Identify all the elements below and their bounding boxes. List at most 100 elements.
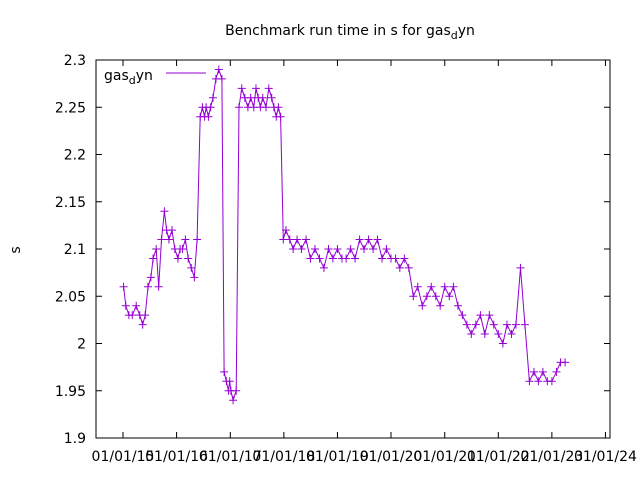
data-point <box>214 65 223 74</box>
plot-frame <box>95 59 611 439</box>
data-point <box>178 245 187 253</box>
x-tick-label: 01/01/15 <box>92 449 155 465</box>
chart-title: Benchmark run time in s for gasdyn <box>225 23 475 42</box>
data-point <box>220 367 229 376</box>
data-point <box>534 377 543 386</box>
data-point <box>525 377 534 386</box>
data-point <box>138 320 147 329</box>
x-tick-label: 01/01/16 <box>145 449 208 465</box>
data-point <box>315 254 324 263</box>
data-point <box>261 103 270 112</box>
data-point <box>128 311 137 320</box>
data-point <box>346 245 355 253</box>
data-point <box>485 311 494 320</box>
data-point <box>333 245 342 253</box>
data-point <box>561 358 570 367</box>
data-point <box>237 84 246 93</box>
data-point <box>511 320 520 329</box>
data-point <box>360 245 369 253</box>
y-tick-label: 2.05 <box>55 289 86 305</box>
data-point <box>418 301 427 310</box>
data-point <box>168 226 177 235</box>
data-point <box>297 245 306 253</box>
data-point <box>552 367 561 376</box>
data-point <box>281 226 290 235</box>
data-point <box>364 235 373 244</box>
data-point <box>274 103 283 112</box>
data-point <box>258 93 267 102</box>
series-gas-dyn <box>119 65 570 405</box>
data-point <box>395 263 404 272</box>
x-tick-label: 01/01/19 <box>306 449 369 465</box>
data-point <box>529 367 538 376</box>
y-tick-label: 1.9 <box>64 431 86 447</box>
data-point <box>369 245 378 253</box>
data-point <box>378 254 387 263</box>
data-point <box>164 235 173 244</box>
data-point <box>498 339 507 348</box>
data-point <box>319 263 328 272</box>
y-tick-label: 2.3 <box>64 53 86 69</box>
data-point <box>400 254 409 263</box>
data-point <box>382 245 391 253</box>
data-point <box>328 254 337 263</box>
data-point <box>160 207 169 216</box>
data-point <box>507 330 516 339</box>
data-point <box>232 386 241 395</box>
data-point <box>431 292 440 301</box>
data-point <box>458 311 467 320</box>
data-point <box>204 112 213 121</box>
data-point <box>217 74 226 83</box>
data-point <box>234 103 243 112</box>
data-point <box>404 263 413 272</box>
data-point <box>289 245 298 253</box>
data-point <box>251 84 260 93</box>
data-point <box>502 320 511 329</box>
y-tick-label: 2.2 <box>64 148 86 164</box>
data-point <box>302 235 311 244</box>
data-point <box>445 292 454 301</box>
data-point <box>547 377 556 386</box>
data-point <box>154 282 163 291</box>
x-tick-label: 01/01/22 <box>467 449 530 465</box>
data-point <box>467 330 476 339</box>
data-point <box>453 301 462 310</box>
data-point <box>422 292 431 301</box>
data-point <box>246 93 255 102</box>
x-tick-label: 01/01/17 <box>199 449 262 465</box>
data-point <box>520 320 529 329</box>
data-point <box>494 330 503 339</box>
data-point <box>489 320 498 329</box>
y-tick-label: 2.25 <box>55 100 86 116</box>
y-tick-label: 2 <box>77 337 86 353</box>
data-point <box>480 330 489 339</box>
y-tick-label: 2.15 <box>55 195 86 211</box>
y-tick-label: 2.1 <box>64 242 86 258</box>
x-axis: 01/01/1501/01/1601/01/1701/01/1801/01/19… <box>92 60 637 465</box>
y-tick-label: 1.95 <box>55 384 86 400</box>
data-point <box>373 235 382 244</box>
data-point <box>293 235 302 244</box>
data-point <box>462 320 471 329</box>
data-point <box>306 254 315 263</box>
data-point <box>181 235 190 244</box>
x-tick-label: 01/01/18 <box>252 449 315 465</box>
data-point <box>141 311 150 320</box>
data-point <box>538 367 547 376</box>
data-point <box>173 254 182 263</box>
data-point <box>476 311 485 320</box>
x-tick-label: 01/01/24 <box>574 449 637 465</box>
data-point <box>409 292 418 301</box>
legend: gasdyn <box>104 68 206 87</box>
data-point <box>267 93 276 102</box>
data-point <box>440 282 449 291</box>
series-line <box>123 67 566 403</box>
data-point <box>351 254 360 263</box>
data-point <box>121 301 130 310</box>
data-point <box>229 396 238 405</box>
data-point <box>132 301 141 310</box>
data-point <box>355 235 364 244</box>
data-point <box>152 245 161 253</box>
data-point <box>264 84 273 93</box>
